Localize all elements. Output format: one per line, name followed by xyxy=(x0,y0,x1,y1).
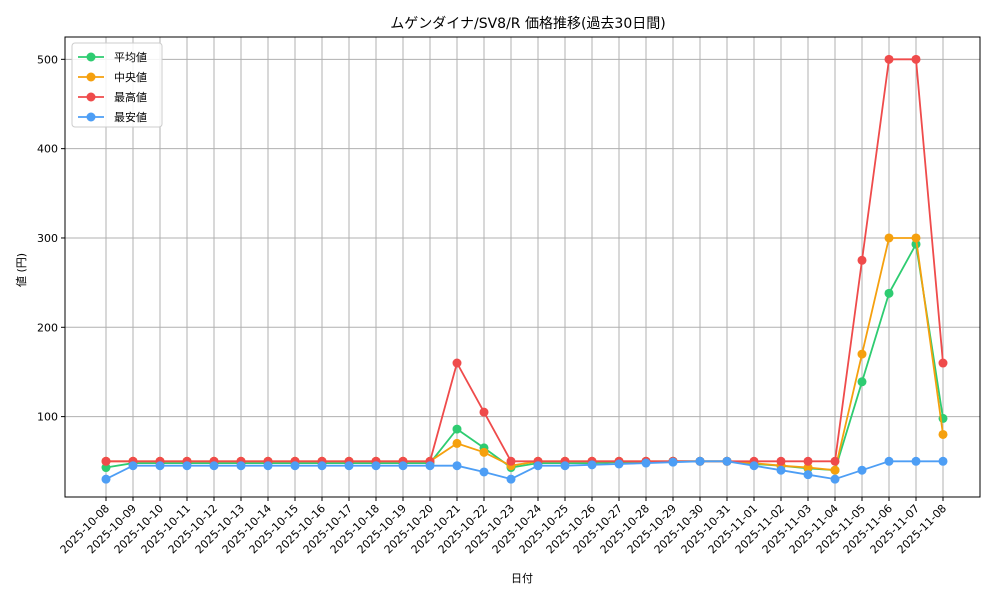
data-point xyxy=(452,461,462,471)
data-point xyxy=(452,358,462,368)
data-point xyxy=(371,461,381,471)
y-axis-ticks: 100 200 300 400 500 xyxy=(37,53,65,424)
y-tick-label: 300 xyxy=(37,232,58,245)
data-point xyxy=(776,456,786,466)
data-point xyxy=(641,458,651,468)
legend-item: 最安値 xyxy=(78,110,147,124)
data-point xyxy=(857,377,867,387)
data-point xyxy=(398,461,408,471)
data-point xyxy=(614,459,624,469)
legend-item: 中央値 xyxy=(78,71,147,84)
data-point xyxy=(803,456,813,466)
data-point xyxy=(803,463,813,473)
data-point xyxy=(830,465,840,475)
grid-lines xyxy=(65,37,980,497)
data-point xyxy=(452,424,462,434)
chart-title: ムゲンダイナ/SV8/R 価格推移(過去30日間) xyxy=(390,16,665,32)
x-axis-label: 日付 xyxy=(511,572,533,585)
series-2 xyxy=(101,233,948,475)
y-tick-label: 400 xyxy=(37,143,58,156)
series-4 xyxy=(101,456,948,484)
data-point xyxy=(911,456,921,466)
legend-label: 中央値 xyxy=(114,71,147,84)
data-point xyxy=(776,465,786,475)
data-point xyxy=(722,456,732,466)
legend-swatch-marker xyxy=(86,112,96,122)
data-point xyxy=(290,461,300,471)
legend-swatch-marker xyxy=(86,92,96,102)
series-line xyxy=(105,460,943,481)
data-point xyxy=(938,456,948,466)
data-point xyxy=(884,54,894,64)
y-tick-label: 500 xyxy=(37,53,58,66)
data-point xyxy=(587,460,597,470)
y-tick-label: 200 xyxy=(37,321,58,334)
data-point xyxy=(560,461,570,471)
legend-item: 最高値 xyxy=(78,90,147,104)
data-point xyxy=(938,429,948,439)
legend-box xyxy=(71,42,163,128)
data-point xyxy=(479,407,489,417)
data-point xyxy=(884,456,894,466)
series-layer xyxy=(101,54,948,484)
data-point xyxy=(911,233,921,243)
data-point xyxy=(425,461,435,471)
data-point xyxy=(506,474,516,484)
data-point xyxy=(830,474,840,484)
plot-area-frame xyxy=(64,36,981,498)
data-point xyxy=(101,474,111,484)
data-point xyxy=(209,461,219,471)
series-line xyxy=(106,237,944,472)
data-point xyxy=(452,438,462,448)
data-point xyxy=(317,461,327,471)
data-point xyxy=(857,255,867,265)
series-1 xyxy=(101,239,948,475)
data-point xyxy=(938,358,948,368)
series-line xyxy=(106,58,944,463)
data-point xyxy=(155,461,165,471)
data-point xyxy=(749,461,759,471)
data-point xyxy=(803,470,813,480)
series-line xyxy=(105,241,944,472)
data-point xyxy=(533,461,543,471)
y-axis-label: 値 (円) xyxy=(15,253,28,287)
series-3 xyxy=(101,54,948,466)
data-point xyxy=(884,288,894,298)
legend-swatch-marker xyxy=(86,52,96,62)
legend-item: 平均値 xyxy=(78,51,147,64)
data-point xyxy=(479,447,489,457)
data-point xyxy=(236,461,246,471)
data-point xyxy=(344,461,354,471)
data-point xyxy=(263,461,273,471)
data-point xyxy=(668,457,678,467)
data-point xyxy=(182,461,192,471)
data-point xyxy=(128,461,138,471)
legend-label: 最安値 xyxy=(114,110,147,124)
data-point xyxy=(857,349,867,359)
data-point xyxy=(830,456,840,466)
data-point xyxy=(101,463,111,473)
data-point xyxy=(857,465,867,475)
data-point xyxy=(479,467,489,477)
legend-label: 平均値 xyxy=(114,51,147,64)
data-point xyxy=(101,456,111,466)
data-point xyxy=(506,456,516,466)
x-axis-ticks: 2025-10-082025-10-092025-10-102025-10-11… xyxy=(58,497,949,556)
data-point xyxy=(884,233,894,243)
y-tick-label: 100 xyxy=(37,411,58,424)
legend-swatch-marker xyxy=(86,72,96,82)
data-point xyxy=(911,54,921,64)
legend-label: 最高値 xyxy=(114,90,147,104)
data-point xyxy=(695,456,705,466)
